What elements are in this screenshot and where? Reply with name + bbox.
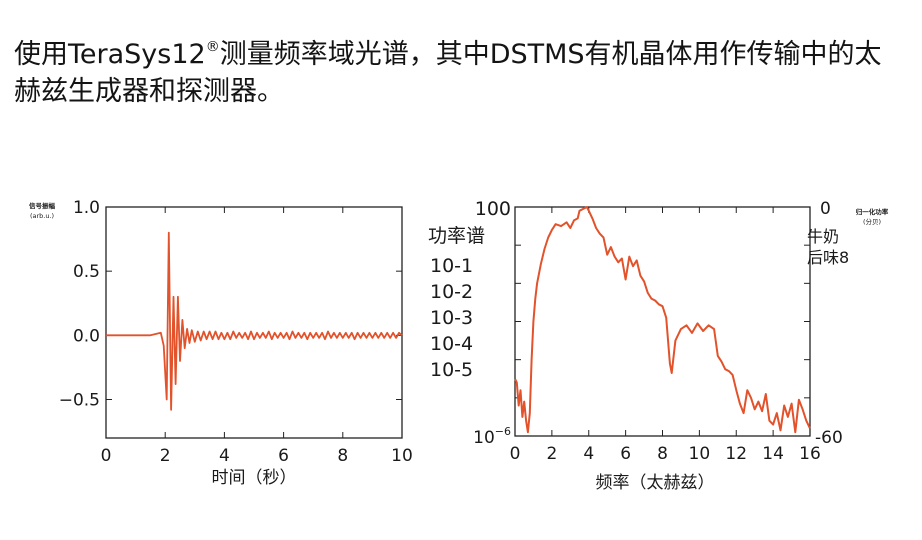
right-ylabel-line1: 归一化功率 [856,207,889,216]
power-ytick-bottom: 10−6 [473,425,511,448]
registered-mark: ® [205,39,220,55]
right-ytick-top: 0 [820,199,831,219]
time-ylabel-line2: (arb.u.) [30,212,54,220]
power-ytick-top: 100 [475,198,511,220]
frequency-xtick-label: 14 [762,444,784,464]
frequency-xtick-label: 2 [546,444,557,464]
power-ylabel-stack-item: 10-3 [430,307,473,329]
time-ytick-label: 0.0 [73,326,100,346]
power-ylabel-stack-item: 10-4 [430,333,473,355]
time-ytick-label: 0.5 [73,262,100,282]
time-ylabel-line1: 信号振幅 [29,201,56,210]
title-suffix: 测量频率域光谱，其中DSTMS有机晶体用作传输中的太赫兹生成器和探测器。 [14,39,882,107]
power-ylabel-stack-item: 10-1 [430,255,473,277]
power-spectrum-line [514,206,811,434]
time-xtick-label: 2 [160,446,171,466]
page-title: 使用TeraSys12®测量频率域光谱，其中DSTMS有机晶体用作传输中的太赫兹… [14,36,894,110]
side-note-line2: 后味8 [807,248,849,267]
time-ytick-label: −0.5 [59,391,100,411]
frequency-xtick-label: 4 [583,444,594,464]
time-xtick-label: 4 [219,446,230,466]
time-signal-line [106,231,403,411]
right-ylabel-line2: (分贝) [863,217,881,226]
frequency-domain-series [514,206,811,434]
time-domain-series [106,231,403,411]
power-ylabel: 功率谱 [428,225,485,247]
time-ytick-label: 1.0 [73,198,100,218]
frequency-xtick-label: 0 [510,444,521,464]
frequency-domain-axes: 0 2 4 6 8 10 12 14 16 [510,206,821,464]
power-ylabel-stack: 10-1 10-2 10-3 10-4 10-5 [430,255,473,381]
side-note-line1: 牛奶 [807,227,839,246]
time-plot-frame [105,206,403,439]
frequency-xtick-label: 16 [799,444,821,464]
power-ytick-bottom-base: 10 [473,428,495,448]
power-ylabel-stack-item: 10-2 [430,281,473,303]
time-xtick-label: 10 [391,446,413,466]
power-ylabel-stack-item: 10-5 [430,359,473,381]
right-ytick-bottom: -60 [815,428,843,448]
title-prefix: 使用TeraSys12 [14,39,206,70]
time-domain-axes: 0 2 4 6 8 10 1.0 0.5 0.0 −0.5 [59,198,413,466]
frequency-xtick-label: 8 [657,444,668,464]
frequency-xtick-label: 10 [689,444,711,464]
power-ytick-bottom-exp: −6 [495,425,511,438]
frequency-xtick-label: 6 [620,444,631,464]
time-xtick-label: 6 [278,446,289,466]
frequency-xlabel: 频率（太赫兹） [596,473,715,493]
time-xtick-label: 0 [101,446,112,466]
time-xtick-label: 8 [337,446,348,466]
frequency-xtick-label: 12 [725,444,747,464]
frequency-plot-frame [514,206,811,437]
time-xlabel: 时间（秒） [212,468,297,488]
